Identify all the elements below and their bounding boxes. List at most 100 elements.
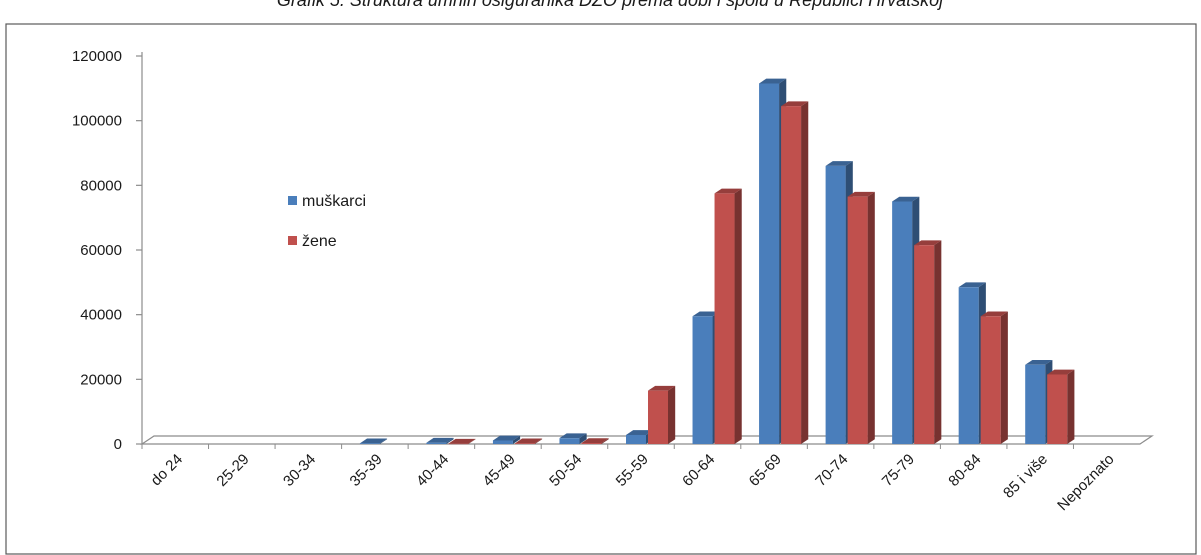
x-tick-label: 45-49 — [480, 451, 519, 490]
bar-front — [692, 316, 713, 444]
y-tick-label: 120000 — [72, 48, 122, 65]
bar-top — [825, 161, 853, 166]
bar-front — [1025, 364, 1046, 444]
y-tick-label: 100000 — [72, 113, 122, 130]
legend-swatch — [288, 236, 297, 245]
bar-front — [448, 443, 469, 445]
bar-top — [847, 191, 875, 197]
bar-top — [648, 385, 676, 391]
bar-front — [980, 316, 1001, 444]
bar-top — [426, 437, 454, 443]
bar-top — [1025, 359, 1053, 365]
bar-top — [1047, 369, 1075, 375]
bar-side — [601, 438, 609, 444]
bar-muskarci-3 — [359, 438, 388, 444]
bar-side — [934, 240, 942, 444]
bar-side — [534, 438, 543, 444]
bar-zene-11 — [914, 240, 942, 444]
bar-top — [692, 311, 720, 317]
x-tick-label: 25-29 — [213, 451, 252, 490]
bar-zene-7 — [648, 385, 676, 444]
x-tick-label: 70-74 — [812, 451, 851, 490]
bar-zene-10 — [847, 191, 875, 444]
x-tick-label: 30-34 — [280, 451, 319, 490]
x-tick-label: Nepoznato — [1054, 451, 1117, 514]
bar-zene-5 — [514, 438, 543, 444]
y-tick-label: 60000 — [80, 242, 122, 259]
chart-title: Grafik 5. Struktura umrlih osiguranika D… — [277, 0, 944, 10]
bar-top — [892, 196, 920, 202]
bar-zene-6 — [581, 438, 609, 444]
x-tick-label: 85 i više — [1000, 451, 1051, 502]
bar-side — [468, 438, 476, 444]
bar-top — [448, 438, 476, 444]
bar-front — [914, 245, 935, 444]
x-tick-label: 55-59 — [613, 451, 652, 490]
x-tick-label: 35-39 — [347, 451, 386, 490]
bar-zene-4 — [448, 438, 476, 445]
bar-front — [892, 201, 913, 444]
legend-label: muškarci — [302, 193, 366, 210]
bar-front — [514, 443, 535, 444]
bar-front — [759, 83, 780, 444]
bar-side — [668, 385, 676, 444]
bar-top — [581, 438, 609, 444]
bar-muskarci-4 — [426, 437, 454, 444]
bar-top — [980, 311, 1008, 317]
bar-zene-9 — [781, 101, 809, 445]
bar-zene-13 — [1047, 369, 1075, 444]
legend: muškarci žene — [288, 193, 366, 250]
x-tick-label: 60-64 — [679, 451, 718, 490]
bar-front — [581, 443, 602, 444]
bar-top — [759, 78, 787, 84]
bar-front — [359, 443, 380, 444]
x-tick-label: do 24 — [148, 451, 187, 490]
bar-front — [492, 440, 513, 444]
bar-side — [579, 433, 587, 444]
legend-swatch — [288, 196, 297, 205]
bar-side — [512, 435, 521, 444]
bar-zene-8 — [714, 188, 742, 444]
bar-side — [446, 437, 454, 444]
bar-front — [781, 106, 802, 444]
chart-frame — [5, 23, 1197, 555]
bar-top — [559, 433, 587, 439]
bar-side — [867, 191, 875, 444]
bar-muskarci-6 — [559, 433, 587, 444]
x-tick-label: 50-54 — [546, 451, 585, 490]
bar-front — [825, 165, 846, 444]
bar-top — [781, 101, 809, 107]
bar-front — [626, 434, 646, 444]
bar-muskarci-5 — [492, 435, 521, 444]
x-tick-label: 40-44 — [413, 451, 452, 490]
bar-side — [1067, 369, 1075, 444]
bar-zene-12 — [980, 311, 1008, 444]
bar-top — [958, 282, 986, 288]
bar-top — [492, 435, 521, 441]
x-tick-label: 80-84 — [945, 451, 984, 490]
bar-top — [626, 430, 654, 435]
bar-front — [958, 287, 979, 444]
bar-side — [734, 188, 742, 444]
bar-front — [714, 193, 735, 444]
bar-front — [847, 196, 868, 444]
axes — [136, 52, 1154, 449]
y-tick-label: 0 — [114, 436, 122, 453]
bar-front — [559, 438, 580, 444]
y-tick-label: 80000 — [80, 177, 122, 194]
bar-side — [801, 101, 809, 445]
y-tick-label: 20000 — [80, 371, 122, 388]
x-tick-label: 65-69 — [746, 451, 785, 490]
bar-side — [379, 438, 388, 444]
bar-top — [914, 240, 942, 246]
bar-front — [648, 390, 668, 444]
bars — [359, 78, 1075, 445]
bar-front — [1047, 374, 1068, 444]
bar-side — [1000, 311, 1008, 444]
x-tick-label: 75-79 — [879, 451, 918, 490]
bar-top — [359, 438, 388, 444]
bar-top — [514, 438, 543, 444]
y-tick-label: 40000 — [80, 307, 122, 324]
